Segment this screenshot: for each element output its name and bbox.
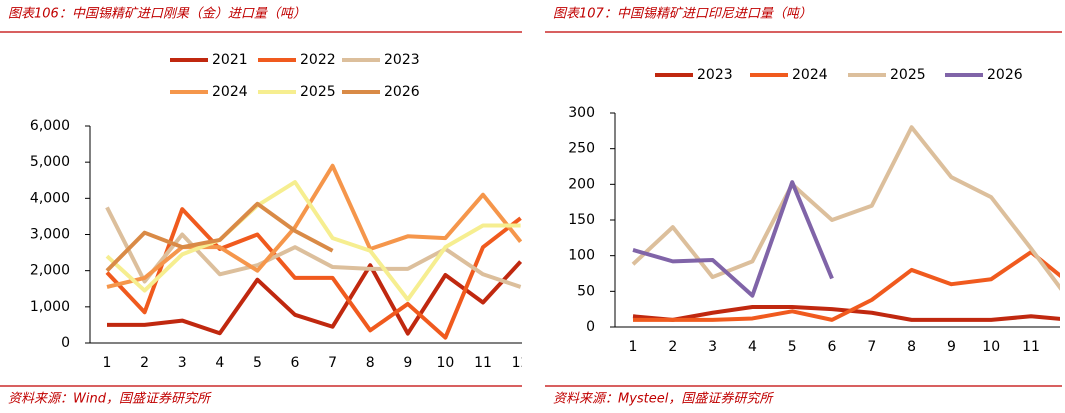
x-tick-label: 6 [828, 339, 837, 355]
y-tick-label: 300 [568, 105, 595, 121]
y-tick-label: 150 [568, 212, 595, 228]
x-tick-label: 10 [436, 355, 454, 371]
x-tick-label: 4 [215, 355, 224, 371]
legend-label: 2024 [212, 84, 248, 100]
legend-label: 2021 [212, 52, 248, 68]
series-line [107, 260, 522, 336]
series-line [633, 250, 1060, 322]
y-tick-label: 2,000 [30, 263, 70, 279]
y-tick-label: 4,000 [30, 190, 70, 206]
chart: 图表107：中国锡精矿进口印尼进口量（吨） 资料来源：Mysteel，国盛证券研究… [553, 6, 1060, 407]
y-tick-label: 0 [586, 319, 595, 335]
x-tick-label: 4 [748, 339, 757, 355]
chart: 图表106：中国锡精矿进口刚果（金）进口量（吨） 资料来源：Wind，国盛证券研究… [8, 6, 530, 407]
legend-label: 2023 [697, 67, 733, 83]
source: 资料来源：Mysteel，国盛证券研究所 [553, 391, 774, 407]
x-tick-label: 1 [629, 339, 638, 355]
chart-title: 图表107：中国锡精矿进口印尼进口量（吨） [553, 6, 812, 22]
legend-label: 2026 [987, 67, 1023, 83]
legend-label: 2026 [384, 84, 420, 100]
x-tick-label: 2 [668, 339, 677, 355]
y-tick-label: 1,000 [30, 299, 70, 315]
x-tick-label: 10 [982, 339, 1000, 355]
y-tick-label: 6,000 [30, 118, 70, 134]
x-tick-label: 3 [178, 355, 187, 371]
x-tick-label: 9 [947, 339, 956, 355]
y-tick-label: 3,000 [30, 227, 70, 243]
series-line [106, 163, 522, 289]
x-tick-label: 11 [1022, 339, 1040, 355]
y-tick-label: 50 [577, 283, 595, 299]
legend-label: 2025 [300, 84, 336, 100]
x-tick-label: 3 [708, 339, 717, 355]
x-tick-label: 6 [291, 355, 300, 371]
x-tick-label: 2 [140, 355, 149, 371]
legend-label: 2022 [300, 52, 336, 68]
x-tick-label: 5 [788, 339, 797, 355]
x-tick-label: 12 [512, 355, 530, 371]
series-line [105, 206, 522, 289]
series-line [105, 180, 521, 302]
x-tick-label: 9 [403, 355, 412, 371]
series-line [631, 125, 1060, 291]
series-line [632, 180, 834, 298]
series-line [105, 201, 334, 273]
x-tick-label: 8 [907, 339, 916, 355]
y-tick-label: 0 [61, 335, 70, 351]
y-tick-label: 5,000 [30, 154, 70, 170]
legend-label: 2023 [384, 52, 420, 68]
x-tick-label: 11 [474, 355, 492, 371]
x-tick-label: 5 [253, 355, 262, 371]
y-tick-label: 250 [568, 141, 595, 157]
source: 资料来源：Wind，国盛证券研究所 [8, 391, 212, 407]
x-tick-label: 7 [867, 339, 876, 355]
y-tick-label: 100 [568, 248, 595, 264]
y-tick-label: 200 [568, 176, 595, 192]
x-tick-label: 8 [366, 355, 375, 371]
x-tick-label: 1 [103, 355, 112, 371]
chart-title: 图表106：中国锡精矿进口刚果（金）进口量（吨） [8, 6, 306, 22]
x-tick-label: 7 [328, 355, 337, 371]
series-line [105, 207, 522, 340]
legend-label: 2025 [890, 67, 926, 83]
legend-label: 2024 [792, 67, 828, 83]
